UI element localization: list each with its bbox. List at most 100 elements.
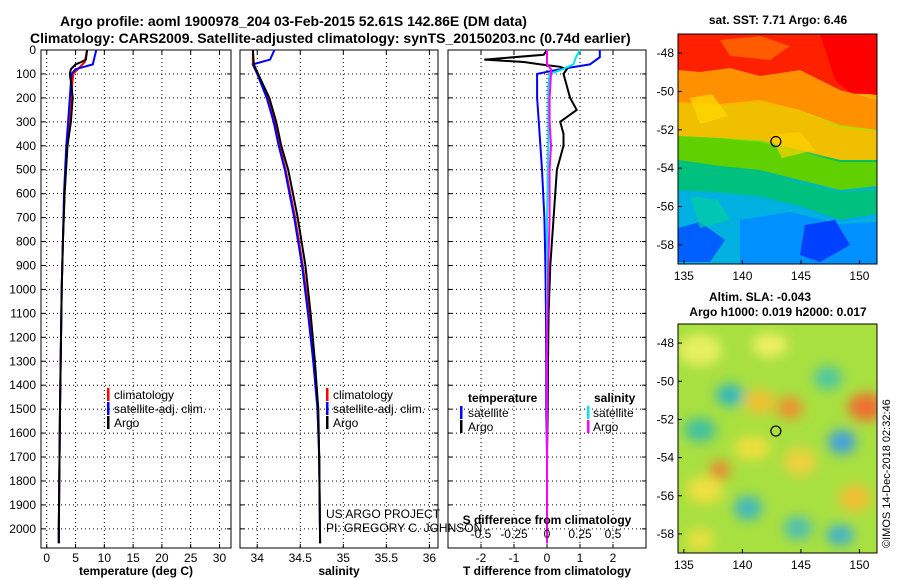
- profile-panel-1: 34 34.5 35 35.5 36 salinity: [239, 49, 439, 578]
- x2-tick-label: 0: [544, 527, 551, 541]
- x-tick-label: 0: [544, 551, 551, 565]
- series-line-salinity-argo: [546, 50, 553, 544]
- legend-swatch: [326, 416, 329, 429]
- y-tick-label: 1500: [9, 402, 36, 416]
- legend-label: satellite-adj. clim.: [114, 402, 206, 416]
- credit-line-1: US ARGO PROJECT: [326, 507, 441, 521]
- x-tick-label: 34: [251, 551, 265, 565]
- argo-position-marker: [770, 425, 782, 437]
- y-tick-label: 2000: [9, 522, 36, 536]
- legend-label: climatology: [114, 388, 174, 402]
- map-y-tick-label: -48: [657, 46, 675, 60]
- y-tick-label: 900: [16, 258, 36, 272]
- header-title-line1: Argo profile: aoml 1900978_204 03-Feb-20…: [60, 13, 527, 29]
- map-frame: [677, 33, 878, 265]
- series-line-climatology: [57, 49, 89, 544]
- x-tick-label: 0: [43, 551, 50, 565]
- y-tick-label: 200: [16, 91, 36, 105]
- x-tick-label: 1: [577, 551, 584, 565]
- legend-swatch: [107, 416, 110, 429]
- sst-map-title: sat. SST: 7.71 Argo: 6.46: [709, 13, 848, 27]
- map-x-tick-label: 145: [791, 558, 811, 572]
- sla-map: [678, 324, 877, 553]
- y-tick-label: 1800: [9, 474, 36, 488]
- legend-swatch: [460, 406, 463, 419]
- y-tick-label: 700: [16, 211, 36, 225]
- y-tick-label: 1200: [9, 330, 36, 344]
- argo-position-marker: [770, 135, 782, 148]
- y-tick-label: 0: [29, 43, 36, 57]
- legend-label: Argo: [333, 416, 359, 430]
- series-line-satellite-adj-clim-: [57, 49, 98, 544]
- imos-stamp: ©IMOS 14-Dec-2018 02:32:46: [881, 399, 893, 548]
- series-line-climatology: [251, 50, 322, 544]
- x2-tick-label: -0.25: [500, 527, 528, 541]
- x-axis-label: T difference from climatology: [463, 564, 631, 578]
- y-tick-label: 300: [16, 115, 36, 129]
- profile-panel-0: 0 5 10 15 20 25 30 temperature (deg C): [40, 49, 232, 578]
- y-tick-label: 1000: [9, 282, 36, 296]
- legend-label: climatology: [333, 388, 393, 402]
- legend-swatch: [587, 420, 590, 433]
- x-tick-label: 2: [610, 551, 617, 565]
- x-tick-label: 15: [126, 551, 140, 565]
- header-title-line2: Climatology: CARS2009. Satellite-adjuste…: [30, 30, 631, 46]
- y-tick-label: 500: [16, 163, 36, 177]
- x2-axis-label: S difference from climatology: [463, 513, 632, 527]
- panel-frame: [239, 49, 439, 549]
- map-x-tick-label: 135: [674, 558, 694, 572]
- x-tick-label: 10: [98, 551, 112, 565]
- profile-panel-2: -2 -1 0 1 2T difference from climatology: [447, 49, 647, 578]
- legend-label: Argo: [468, 420, 494, 434]
- legend-label: satellite-adj. clim.: [333, 402, 425, 416]
- y-tick-label: 1100: [10, 306, 36, 320]
- y-tick-label: 600: [16, 187, 36, 201]
- x-tick-label: 30: [213, 551, 227, 565]
- x-tick-label: -2: [476, 551, 487, 565]
- credit-line-2: PI: GREGORY C. JOHNSON: [326, 521, 482, 535]
- sla-map-title: Altim. SLA: -0.043: [709, 290, 811, 304]
- y-tick-label: 100: [16, 67, 36, 81]
- x-tick-label: 25: [184, 551, 198, 565]
- x-tick-label: 36: [423, 551, 437, 565]
- map-y-tick-label: -54: [657, 451, 675, 465]
- panel-frame: [40, 49, 232, 549]
- y-tick-label: 1600: [9, 426, 36, 440]
- x-tick-label: 20: [155, 551, 169, 565]
- series-line-temperature-argo: [484, 49, 579, 544]
- legend-label: Argo: [114, 416, 140, 430]
- legend-swatch: [460, 420, 463, 433]
- y-tick-label: 1900: [9, 498, 36, 512]
- legend-swatch: [326, 388, 329, 401]
- map-y-tick-label: -50: [657, 374, 675, 388]
- x-tick-label: 34.5: [289, 551, 313, 565]
- x2-tick-label: 0.5: [605, 527, 622, 541]
- legend-swatch: [107, 402, 110, 415]
- legend-label: satellite: [468, 406, 509, 420]
- map-x-tick-label: 150: [849, 558, 869, 572]
- map-x-tick-label: 135: [674, 269, 694, 283]
- legend-label: Argo: [593, 420, 619, 434]
- map-y-tick-label: -48: [657, 336, 675, 350]
- map-y-tick-label: -56: [657, 200, 675, 214]
- sla-map-subtitle: Argo h1000: 0.019 h2000: 0.017: [689, 305, 867, 319]
- legend-label: satellite: [593, 406, 634, 420]
- x-axis-label: temperature (deg C): [79, 564, 193, 578]
- legend-swatch: [107, 388, 110, 401]
- x-tick-label: 35: [337, 551, 351, 565]
- legend-title-salinity: salinity: [594, 391, 636, 405]
- y-tick-label: 800: [16, 235, 36, 249]
- map-y-tick-label: -50: [657, 85, 675, 99]
- map-y-tick-label: -54: [657, 161, 675, 175]
- map-x-tick-label: 140: [732, 269, 752, 283]
- series-line-argo: [57, 49, 89, 544]
- map-x-tick-label: 150: [849, 269, 869, 283]
- y-tick-label: 400: [16, 139, 36, 153]
- map-x-tick-label: 145: [791, 269, 811, 283]
- series-line-salinity-satellite: [546, 49, 581, 544]
- map-y-tick-label: -52: [657, 123, 675, 137]
- series-line-satellite-adj-clim-: [251, 49, 322, 544]
- map-x-tick-label: 140: [732, 558, 752, 572]
- x-tick-label: 35.5: [375, 551, 399, 565]
